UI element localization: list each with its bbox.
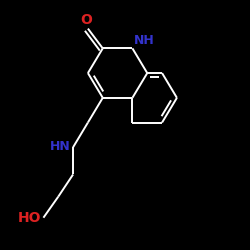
Text: HO: HO xyxy=(18,211,42,225)
Text: NH: NH xyxy=(134,34,154,47)
Text: HN: HN xyxy=(50,140,71,152)
Text: O: O xyxy=(81,13,92,27)
